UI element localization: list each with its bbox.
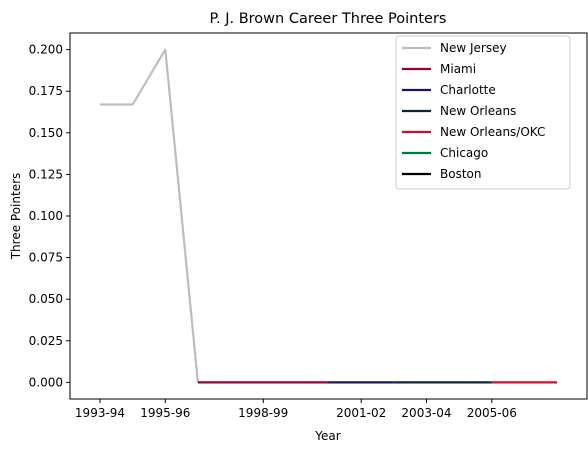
y-tick-label: 0.075 (29, 251, 63, 265)
legend-label: Charlotte (440, 83, 496, 97)
legend: New Jersey Miami Charlotte New Orleans New O… (395, 35, 571, 190)
legend-label: New Jersey (440, 41, 507, 55)
series-lines (100, 48, 558, 384)
x-tick-label: 2005-06 (467, 406, 517, 420)
x-axis-label: Year (314, 429, 340, 443)
y-tick-label: 0.125 (29, 167, 63, 181)
y-tick-label: 0.175 (29, 84, 63, 98)
legend-label: New Orleans/OKC (440, 125, 545, 139)
x-tick-label: 2003-04 (401, 406, 451, 420)
chart-title: P. J. Brown Career Three Pointers (210, 11, 447, 27)
legend-label: Chicago (440, 146, 488, 160)
y-tick-label: 0.100 (29, 209, 63, 223)
y-tick-label: 0.050 (29, 292, 63, 306)
x-tick-label: 1998-99 (238, 406, 288, 420)
x-tick-label: 1993-94 (75, 406, 125, 420)
legend-label: Miami (440, 62, 476, 76)
y-tick-label: 0.000 (29, 375, 63, 389)
y-tick-label: 0.025 (29, 334, 63, 348)
x-tick-label: 2001-02 (336, 406, 386, 420)
y-tick-label: 0.150 (29, 126, 63, 140)
x-tick-label: 1995-96 (140, 406, 190, 420)
y-axis-label: Three Pointers (9, 173, 23, 261)
legend-label: New Orleans (440, 104, 516, 118)
series-line-new-jersey (100, 48, 199, 383)
legend-frame (395, 35, 571, 190)
x-axis: 1993-94 1995-96 1998-99 2001-02 2003-04 2005-… (75, 399, 517, 420)
y-axis: 0.000 0.025 0.050 0.075 0.100 0.125 0.150 0.175… (29, 43, 70, 389)
legend-label: Boston (440, 167, 481, 181)
y-tick-label: 0.200 (29, 43, 63, 57)
